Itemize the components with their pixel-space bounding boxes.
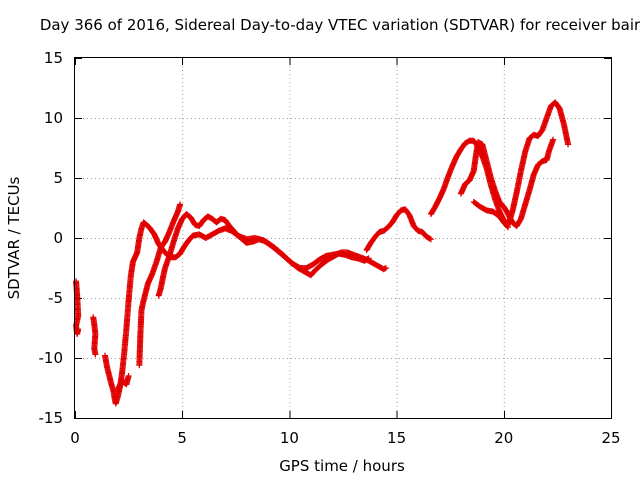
y-tick-label: 15 [44, 49, 63, 67]
data-point [565, 141, 572, 148]
data-point [365, 255, 372, 262]
data-point [177, 201, 184, 208]
y-tick-label: 5 [53, 169, 63, 187]
data-point [75, 326, 82, 333]
data-point [125, 373, 132, 379]
data-points [73, 99, 572, 407]
data-point [382, 265, 389, 271]
y-axis-label: SDTVAR / TECUs [5, 176, 23, 299]
y-tick-label: -10 [39, 349, 64, 367]
data-point [505, 224, 512, 231]
x-tick-label: 25 [601, 429, 620, 447]
y-tick-label: -15 [39, 409, 64, 427]
data-point [92, 351, 99, 358]
x-tick-label: 20 [494, 429, 513, 447]
y-axis-ticks: -15 -10 -5 0 5 10 15 [39, 49, 611, 427]
chart-title: Day 366 of 2016, Sidereal Day-to-day VTE… [40, 16, 640, 34]
x-tick-label: 5 [177, 429, 187, 447]
data-point [427, 236, 434, 243]
grid-lines [75, 58, 611, 418]
data-point [550, 136, 557, 143]
y-tick-label: 10 [44, 109, 63, 127]
plot-frame [74, 57, 612, 419]
x-tick-label: 10 [280, 429, 299, 447]
data-point [504, 223, 511, 230]
x-tick-label: 15 [387, 429, 406, 447]
x-axis-label: GPS time / hours [279, 457, 405, 475]
y-tick-label: -5 [48, 289, 63, 307]
y-tick-label: 0 [53, 229, 63, 247]
x-tick-label: 0 [70, 429, 80, 447]
